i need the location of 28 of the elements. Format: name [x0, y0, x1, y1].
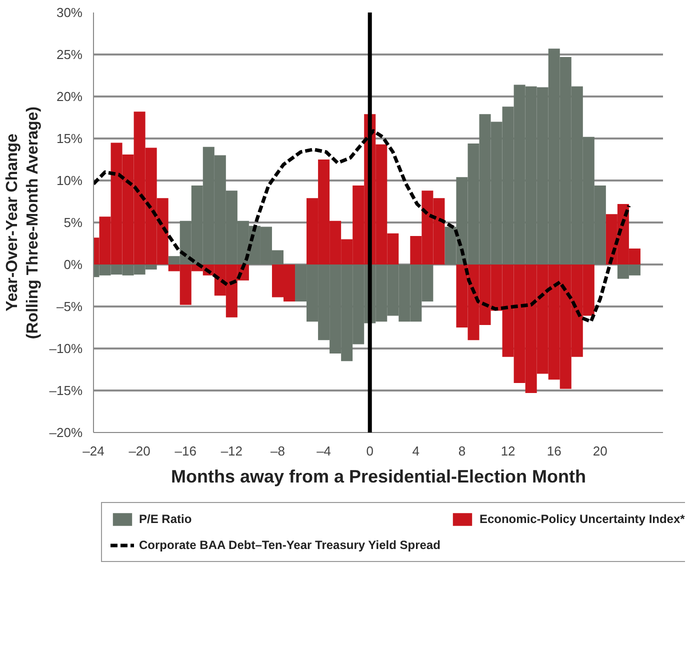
x-tick-label: 16 [546, 444, 562, 458]
x-tick-label: 20 [592, 444, 608, 458]
x-tick-label: 4 [412, 444, 420, 458]
x-tick-label: –24 [82, 444, 104, 458]
x-tick-label: –20 [128, 444, 150, 458]
y-tick-label: 15% [56, 131, 83, 146]
x-tick-label: –4 [316, 444, 332, 458]
y-tick-label: 5% [64, 215, 83, 230]
x-tick-label: 8 [458, 444, 466, 458]
x-tick-label: –16 [174, 444, 196, 458]
x-tick-label: 12 [500, 444, 516, 458]
legend-label: P/E Ratio [139, 511, 192, 527]
y-tick-label: –20% [49, 425, 83, 440]
x-axis-title: Months away from a Presidential-Election Month [170, 466, 586, 486]
y-tick-label: –15% [49, 383, 83, 398]
y-tick-label: 0% [64, 257, 83, 272]
y-axis-title: Year-Over-Year Change (Rolling Three-Month Average) [4, 106, 42, 340]
legend-label: Corporate BAA Debt–Ten-Year Treasury Yield Spread [139, 537, 440, 553]
y-tick-label: –5% [56, 299, 83, 314]
legend-label: Economic-Policy Uncertainty Index* [479, 511, 685, 527]
x-tick-label: 0 [366, 444, 374, 458]
x-tick-label: –8 [270, 444, 285, 458]
x-tick-label: –12 [220, 444, 243, 458]
y-tick-label: 25% [56, 47, 83, 62]
y-tick-label: 20% [56, 89, 83, 104]
y-tick-label: –10% [49, 341, 83, 356]
y-tick-label: 30% [56, 5, 83, 20]
y-tick-label: 10% [56, 173, 83, 188]
